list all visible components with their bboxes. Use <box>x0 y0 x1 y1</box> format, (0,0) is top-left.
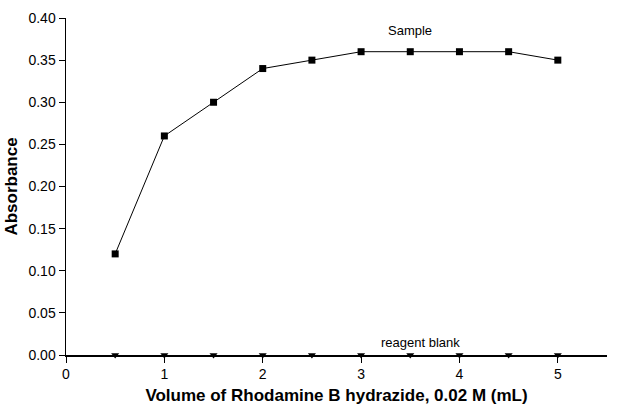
svg-text:4: 4 <box>456 366 464 382</box>
svg-text:0.10: 0.10 <box>28 263 55 279</box>
svg-text:0.40: 0.40 <box>28 10 55 26</box>
svg-text:Volume of Rhodamine B hydrazid: Volume of Rhodamine B hydrazide, 0.02 M … <box>145 386 527 405</box>
svg-text:0.15: 0.15 <box>28 221 55 237</box>
svg-text:3: 3 <box>357 366 365 382</box>
svg-text:0: 0 <box>62 366 70 382</box>
svg-text:2: 2 <box>259 366 267 382</box>
svg-text:0.25: 0.25 <box>28 136 55 152</box>
svg-text:0.35: 0.35 <box>28 52 55 68</box>
svg-text:Sample: Sample <box>388 23 432 38</box>
svg-text:Absorbance: Absorbance <box>2 137 21 235</box>
svg-text:reagent blank: reagent blank <box>381 335 460 350</box>
svg-text:1: 1 <box>160 366 168 382</box>
svg-text:0.20: 0.20 <box>28 178 55 194</box>
svg-text:0.05: 0.05 <box>28 305 55 321</box>
svg-text:0.30: 0.30 <box>28 94 55 110</box>
svg-text:5: 5 <box>554 366 562 382</box>
svg-text:0.00: 0.00 <box>28 347 55 363</box>
